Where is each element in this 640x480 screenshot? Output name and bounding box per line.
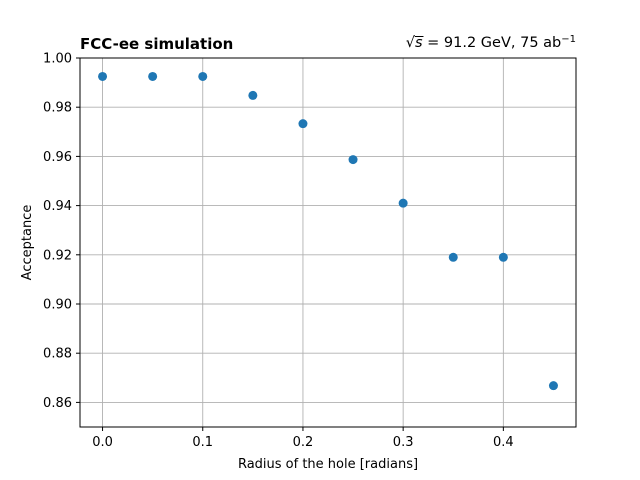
data-point	[448, 252, 458, 262]
y-tick-label: 0.94	[43, 199, 72, 214]
plot-frame	[79, 57, 577, 428]
y-tick-label: 0.98	[43, 101, 72, 116]
y-tick-label: 0.90	[43, 298, 72, 313]
data-point	[498, 252, 508, 262]
data-point	[198, 71, 208, 81]
sqrt-symbol: √	[406, 35, 416, 51]
data-points	[98, 71, 558, 391]
axis-ticks: 0.0 0.1 0.2 0.3 0.4 0.86 0.88 0.90 0.92 0.94 0.96 0…	[43, 52, 514, 451]
y-tick-label: 0.96	[43, 150, 72, 165]
data-point	[398, 198, 408, 208]
data-point	[298, 119, 308, 129]
data-point	[548, 381, 558, 391]
y-tick-label: 1.00	[43, 52, 72, 67]
data-point	[248, 90, 258, 100]
data-point	[98, 71, 108, 81]
title-right-exponent: −1	[561, 34, 576, 45]
title-right-text: = 91.2 GeV, 75 ab	[423, 35, 562, 51]
data-point	[148, 71, 158, 81]
chart-title-left: FCC-ee simulation	[80, 35, 233, 53]
x-axis-label: Radius of the hole [radians]	[238, 457, 418, 472]
data-point	[348, 155, 358, 165]
y-tick-label: 0.92	[43, 248, 72, 263]
x-tick-label: 0.3	[393, 435, 414, 450]
x-tick-label: 0.0	[92, 435, 113, 450]
x-tick-label: 0.2	[293, 435, 314, 450]
x-tick-label: 0.1	[192, 435, 213, 450]
chart-title-right: √s = 91.2 GeV, 75 ab−1	[406, 34, 576, 52]
x-tick-label: 0.4	[493, 435, 514, 450]
y-tick-label: 0.86	[43, 396, 72, 411]
y-tick-label: 0.88	[43, 347, 72, 362]
sqrt-variable: s	[415, 35, 423, 51]
y-axis-label: Acceptance	[20, 205, 35, 281]
